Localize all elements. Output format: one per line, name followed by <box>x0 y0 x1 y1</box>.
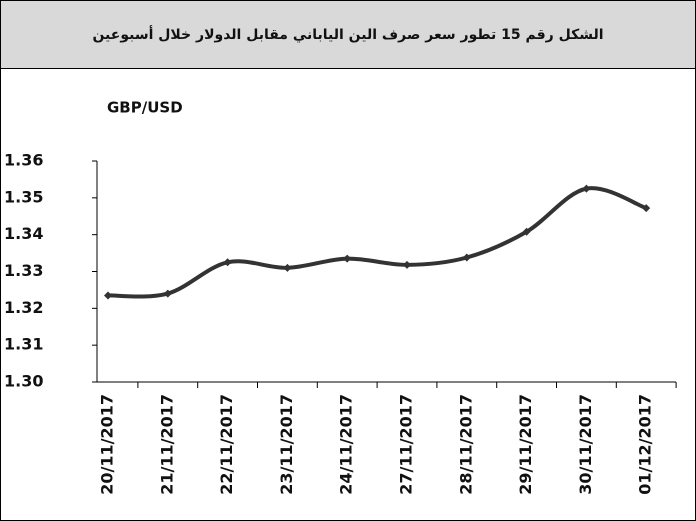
line <box>107 186 647 299</box>
marker <box>403 260 411 269</box>
marker <box>642 204 651 213</box>
x-tick-label: 01/12/2017 <box>636 394 655 495</box>
marker <box>163 289 172 298</box>
marker <box>104 291 112 300</box>
marker <box>522 227 531 236</box>
x-tick-label: 24/11/2017 <box>337 394 356 495</box>
y-tick-label: 1.32 <box>4 298 43 317</box>
x-tick-label: 23/11/2017 <box>277 394 296 495</box>
x-tick-label: 27/11/2017 <box>397 394 416 495</box>
x-tick-label: 29/11/2017 <box>516 394 535 495</box>
marker <box>283 263 292 272</box>
x-tick-label: 21/11/2017 <box>157 394 176 495</box>
x-tick-label: 22/11/2017 <box>217 394 236 495</box>
y-tick-label: 1.34 <box>4 224 43 243</box>
y-tick-label: 1.35 <box>4 187 43 206</box>
marker <box>582 184 591 193</box>
y-axis-label: GBP/USD <box>107 99 183 117</box>
x-tick-label: 20/11/2017 <box>98 394 117 495</box>
marker <box>343 254 352 263</box>
header <box>0 0 696 69</box>
marker <box>223 258 232 267</box>
chart-title: الشكل رقم 15 تطور سعر صرف الين الياباني … <box>92 25 603 43</box>
x-tick-label: 30/11/2017 <box>576 394 595 495</box>
y-tick-label: 1.33 <box>4 261 43 280</box>
y-tick-label: 1.31 <box>4 335 43 354</box>
y-tick-label: 1.36 <box>4 151 43 170</box>
x-tick-label: 28/11/2017 <box>456 394 475 495</box>
marker <box>462 253 471 262</box>
y-tick-label: 1.30 <box>4 372 43 391</box>
